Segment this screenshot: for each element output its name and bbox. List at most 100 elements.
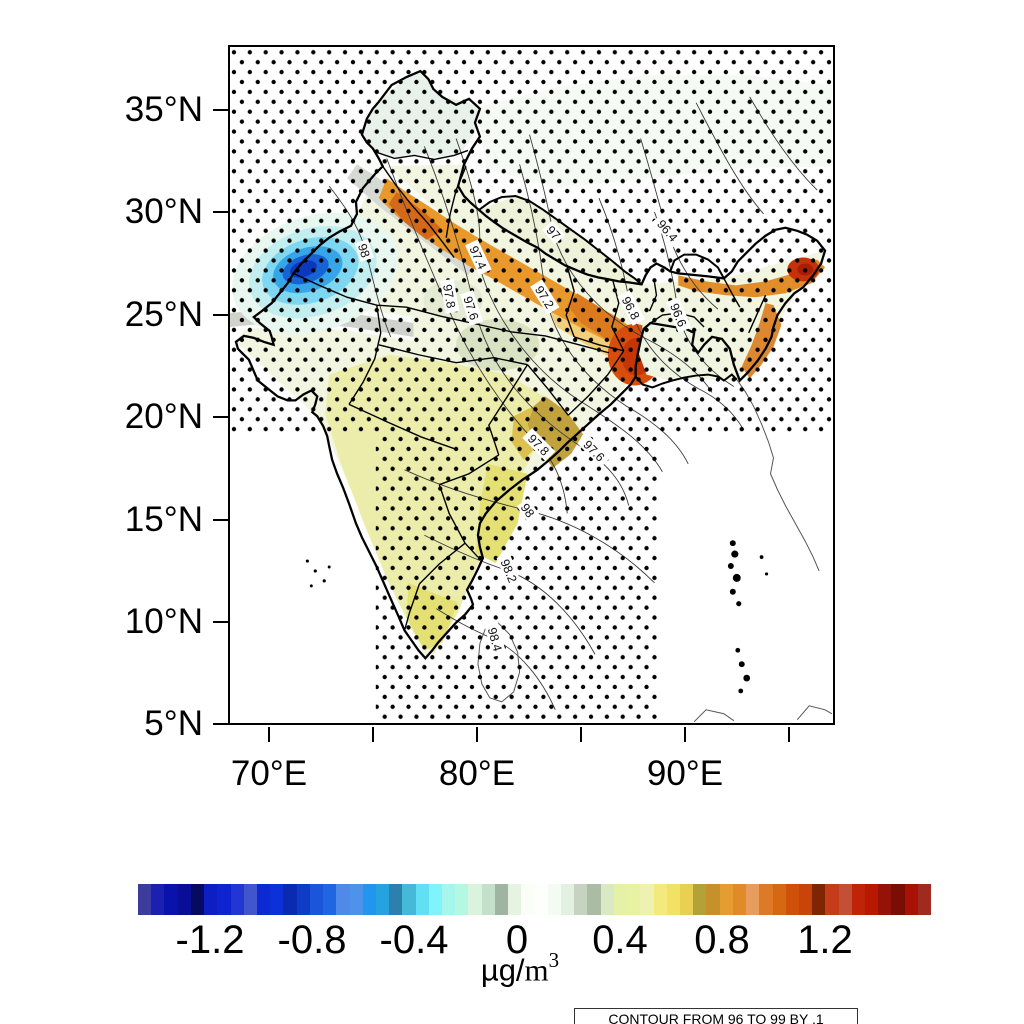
y-axis-label: 10°N [124, 602, 203, 641]
colorbar-segment [151, 884, 165, 915]
colorbar-segment [217, 884, 231, 915]
colorbar-segment [336, 884, 350, 915]
y-axis-label: 35°N [124, 90, 203, 129]
colorbar-segment [640, 884, 654, 915]
colorbar-segment [389, 884, 403, 915]
x-axis-tick [684, 727, 686, 742]
y-axis-tick [213, 314, 228, 316]
colorbar-segment [415, 884, 429, 915]
contour-label: 97 [542, 220, 566, 245]
colorbar-tick-label: -1.2 [175, 918, 245, 962]
y-axis-tick [213, 519, 228, 521]
x-axis-label: 80°E [438, 754, 516, 793]
colorbar-segment [164, 884, 178, 915]
colorbar-segment [838, 884, 852, 915]
x-axis-tick [476, 727, 478, 742]
y-axis-tick [213, 416, 228, 418]
colorbar-segment [230, 884, 244, 915]
colorbar-segment [204, 884, 218, 915]
colorbar-segment [375, 884, 390, 915]
colorbar-segment [534, 884, 548, 915]
x-axis-label: 90°E [646, 754, 724, 793]
colorbar-segment [323, 884, 337, 915]
colorbar-segment [468, 884, 482, 915]
colorbar-segment [798, 884, 813, 915]
x-axis-tick [580, 727, 582, 742]
colorbar-segment [402, 884, 416, 915]
colorbar-segment [138, 884, 152, 915]
colorbar-segment [600, 884, 614, 915]
y-axis-tick [213, 621, 228, 623]
colorbar-segment [719, 884, 733, 915]
colorbar-segment [746, 884, 760, 915]
contour-label: 98 [516, 498, 540, 523]
colorbar-segment [706, 884, 720, 915]
colorbar-segment [679, 884, 694, 915]
svg-text:97.8: 97.8 [440, 283, 458, 309]
colorbar-tick-label: 0.4 [592, 918, 648, 962]
colorbar-segment [243, 884, 257, 915]
contour-label: 98 [354, 239, 374, 262]
x-axis-tick [372, 727, 374, 742]
colorbar-segment [428, 884, 443, 915]
coastline-fragment [796, 705, 832, 721]
island-marks [305, 540, 769, 694]
colorbar-segment [256, 884, 271, 915]
colorbar-tick-label: -0.8 [277, 918, 347, 962]
colorbar-segment [481, 884, 495, 915]
colorbar-unit-label: µg/m3 [480, 948, 560, 988]
contour-info-box: CONTOUR FROM 96 TO 99 BY .1 [574, 1008, 858, 1024]
colorbar-segment [349, 884, 363, 915]
colorbar-segment [865, 884, 879, 915]
colorbar-segment [494, 884, 509, 915]
colorbar-segment [574, 884, 588, 915]
colorbar-segment [666, 884, 680, 915]
colorbar-segment [270, 884, 284, 915]
colorbar-tick-label: 1.2 [797, 918, 853, 962]
colorbar-segment [759, 884, 773, 915]
colorbar-segment [547, 884, 561, 915]
svg-text:98: 98 [355, 242, 373, 260]
colorbar-segment [732, 884, 747, 915]
colorbar-tick-label: 0.8 [694, 918, 750, 962]
colorbar-segment [283, 884, 297, 915]
stipple-overlay [230, 47, 832, 722]
colorbar-segment [587, 884, 601, 915]
colorbar-segment [613, 884, 628, 915]
coastline-fragment [693, 709, 735, 722]
colorbar-segment [508, 884, 522, 915]
colorbar-segment [878, 884, 892, 915]
svg-text:98: 98 [518, 501, 537, 520]
colorbar-segment [455, 884, 469, 915]
y-axis-tick [213, 211, 228, 213]
x-axis-tick [788, 727, 790, 742]
colorbar-segment [190, 884, 205, 915]
colorbar-segment [904, 884, 918, 915]
colorbar-segment [851, 884, 866, 915]
colorbar-segment [693, 884, 707, 915]
x-axis-label: 70°E [230, 754, 308, 793]
svg-text:98.4: 98.4 [485, 626, 505, 653]
colorbar-segment [521, 884, 535, 915]
colorbar-segment [296, 884, 310, 915]
colorbar-segment [627, 884, 641, 915]
colorbar-segment [825, 884, 839, 915]
colorbar-segment [362, 884, 376, 915]
contour-label: 98.4 [484, 621, 507, 657]
colorbar-segment [561, 884, 575, 915]
contour-label: 97.8 [439, 278, 460, 314]
y-axis-tick [213, 109, 228, 111]
y-axis-tick [213, 723, 228, 725]
colorbar-segment [917, 884, 932, 915]
colorbar-segment [812, 884, 826, 915]
colorbar-segment [891, 884, 905, 915]
colorbar-segment [653, 884, 667, 915]
colorbar-segment [442, 884, 456, 915]
y-axis-label: 30°N [124, 192, 203, 231]
y-axis-label: 20°N [124, 397, 203, 436]
colorbar-segment [177, 884, 191, 915]
colorbar-segment [772, 884, 786, 915]
